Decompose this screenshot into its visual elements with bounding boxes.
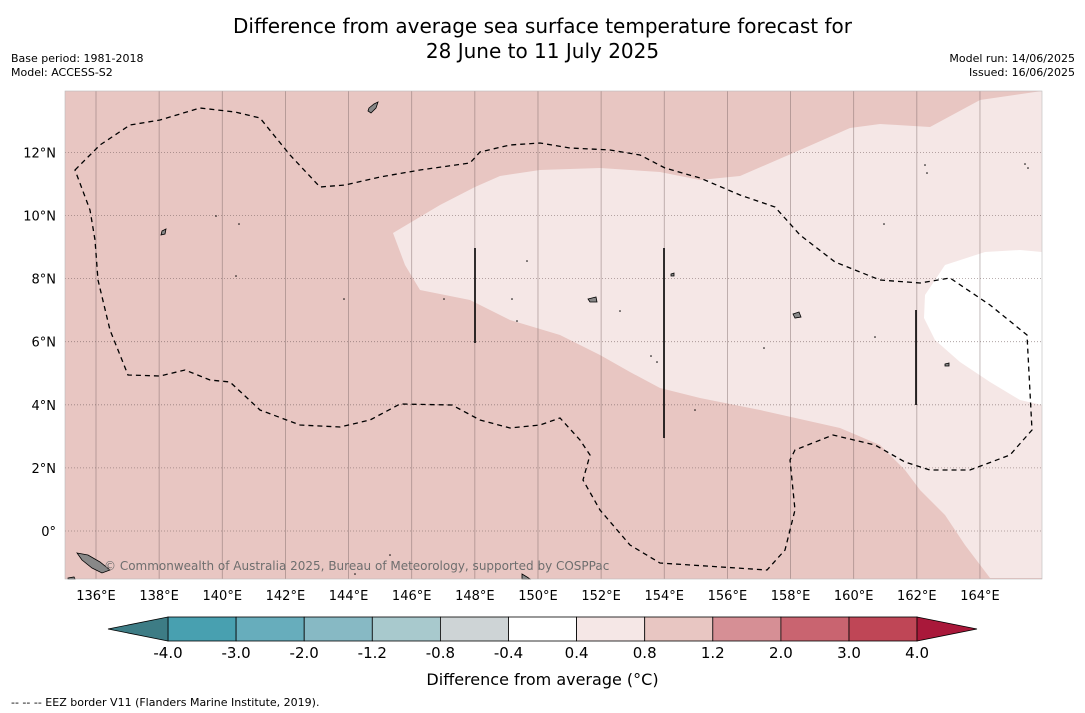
colorbar-box (371, 616, 441, 642)
longitude-label: 142°E (266, 589, 306, 604)
latitude-label: 0° (41, 525, 56, 540)
longitude-label: 158°E (771, 589, 811, 604)
island (944, 362, 950, 367)
meta-left: Base period: 1981-2018 Model: ACCESS-S2 (11, 52, 143, 80)
island (670, 272, 675, 277)
colorbar-tick-label: -0.4 (494, 644, 523, 662)
title-line-2: 28 June to 11 July 2025 (425, 39, 660, 63)
latitude-label: 12°N (23, 146, 56, 161)
colorbar-tick-label: 3.0 (837, 644, 861, 662)
colorbar-extend-low (107, 616, 169, 642)
longitude-label: 164°E (960, 589, 1000, 604)
longitude-label: 156°E (708, 589, 748, 604)
colorbar-tick-label: -4.0 (153, 644, 182, 662)
colorbar-tick-label: -1.2 (358, 644, 387, 662)
meta-right: Model run: 14/06/2025 Issued: 16/06/2025 (949, 52, 1075, 80)
colorbar-tick-label: 4.0 (905, 644, 929, 662)
title-line-1: Difference from average sea surface temp… (232, 14, 852, 38)
map-frame (64, 90, 1043, 580)
copyright-text: © Commonwealth of Australia 2025, Bureau… (104, 559, 609, 573)
anomaly-band-light (393, 91, 1042, 578)
colorbar-tick-labels: -4.0 -3.0 -2.0 -1.2 -0.8 -0.4 0.4 0.8 1.2 2.0 3.0 4… (153, 644, 929, 662)
colorbar-tick-label: 0.4 (565, 644, 589, 662)
latitude-label: 8°N (32, 273, 57, 288)
colorbar: -4.0 -3.0 -2.0 -1.2 -0.8 -0.4 0.4 0.8 1.2 2.0 3.0 4… (107, 616, 978, 662)
colorbar-extend-high (916, 616, 978, 642)
colorbar-title: Difference from average (°C) (426, 670, 659, 689)
map-title: Difference from average sea surface temp… (0, 14, 1085, 64)
map: © Commonwealth of Australia 2025, Bureau… (23, 90, 1043, 604)
colorbar-tick-label: 2.0 (769, 644, 793, 662)
colorbar-boxes (167, 616, 918, 642)
latitude-label: 2°N (32, 462, 57, 477)
colorbar-box (712, 616, 782, 642)
footnote: -- -- -- EEZ border V11 (Flanders Marine… (11, 696, 320, 709)
colorbar-tick-label: 0.8 (633, 644, 657, 662)
latitude-label: 6°N (32, 336, 57, 351)
colorbar-box (303, 616, 373, 642)
colorbar-box (167, 616, 237, 642)
colorbar-box (780, 616, 850, 642)
island (160, 228, 167, 236)
colorbar-box (644, 616, 714, 642)
latitude-label: 10°N (23, 210, 56, 225)
longitude-label: 162°E (897, 589, 937, 604)
longitude-label: 146°E (392, 589, 432, 604)
island (367, 101, 379, 114)
island (792, 311, 802, 319)
longitude-label: 140°E (203, 589, 243, 604)
latitude-labels: 0° 2°N 4°N 6°N 8°N 10°N 12°N (23, 146, 56, 540)
longitude-label: 136°E (76, 589, 116, 604)
model-name: Model: ACCESS-S2 (11, 66, 113, 79)
longitude-label: 154°E (644, 589, 684, 604)
colorbar-box (848, 616, 918, 642)
colorbar-box (235, 616, 305, 642)
base-period: Base period: 1981-2018 (11, 52, 144, 65)
colorbar-tick-label: -2.0 (290, 644, 319, 662)
colorbar-box (508, 616, 577, 642)
longitude-label: 152°E (581, 589, 621, 604)
colorbar-tick-label: -3.0 (221, 644, 250, 662)
longitude-labels: 136°E 138°E 140°E 142°E 144°E 146°E 148°E 150°E… (76, 589, 999, 604)
longitude-label: 148°E (455, 589, 495, 604)
longitude-label: 144°E (329, 589, 369, 604)
colorbar-box (439, 616, 509, 642)
colorbar-box (576, 616, 646, 642)
anomaly-band-neutral (924, 250, 1042, 405)
gridlines (65, 91, 1042, 579)
colorbar-tick-label: -0.8 (426, 644, 455, 662)
longitude-label: 160°E (834, 589, 874, 604)
island (587, 296, 598, 303)
issued-date: Issued: 16/06/2025 (968, 66, 1075, 79)
colorbar-tick-label: 1.2 (701, 644, 725, 662)
island (76, 552, 111, 574)
model-run: Model run: 14/06/2025 (949, 52, 1075, 65)
longitude-label: 138°E (139, 589, 179, 604)
eez-border (74, 107, 1033, 571)
latitude-label: 4°N (32, 399, 57, 414)
longitude-label: 150°E (518, 589, 558, 604)
small-atolls (215, 163, 1029, 575)
